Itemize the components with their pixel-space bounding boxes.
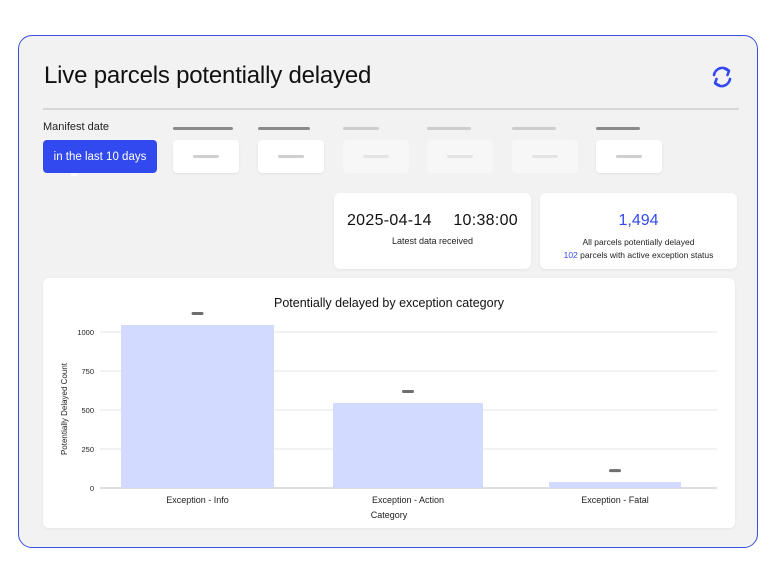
y-tick-label: 500 <box>81 406 94 415</box>
filter-placeholder-2[interactable] <box>258 127 324 173</box>
exception-category-bar-chart: Potentially delayed by exception categor… <box>60 296 717 520</box>
chart-title: Potentially delayed by exception categor… <box>274 296 505 310</box>
chart-ylabel: Potentially Delayed Count <box>60 362 69 455</box>
x-tick-label: Exception - Info <box>166 495 229 505</box>
refresh-icon[interactable] <box>707 62 737 92</box>
filter-label-placeholder <box>258 127 310 130</box>
y-tick-label: 750 <box>81 367 94 376</box>
filter-label-placeholder <box>427 127 471 130</box>
filter-placeholder-3[interactable] <box>343 127 409 173</box>
y-tick-label: 1000 <box>77 328 94 337</box>
header-divider <box>43 108 739 110</box>
y-tick-label: 250 <box>81 445 94 454</box>
filter-label-placeholder <box>512 127 556 130</box>
filter-placeholder-1[interactable] <box>173 127 239 173</box>
manifest-date-button[interactable]: in the last 10 days <box>43 140 157 176</box>
bar-3[interactable] <box>549 482 681 488</box>
bar-2[interactable] <box>333 402 483 488</box>
filter-placeholder-4[interactable] <box>427 127 493 173</box>
data-label-placeholder <box>191 311 204 315</box>
filter-box[interactable] <box>596 140 662 173</box>
filter-label-placeholder <box>596 127 640 130</box>
x-tick-label: Exception - Action <box>372 495 444 505</box>
chart-card: Potentially delayed by exception categor… <box>43 278 735 528</box>
filter-placeholder-6[interactable] <box>596 127 662 173</box>
delayed-total-value: 1,494 <box>618 212 659 229</box>
bar-1[interactable] <box>121 324 274 488</box>
latest-label: Latest data received <box>391 236 474 246</box>
dashboard-card: Live parcels potentially delayed Manifes… <box>18 35 758 548</box>
filter-box[interactable] <box>343 140 409 173</box>
filter-box[interactable] <box>173 140 239 173</box>
page-title: Live parcels potentially delayed <box>44 62 372 89</box>
filter-label-placeholder <box>343 127 379 130</box>
filter-placeholder-5[interactable] <box>512 127 578 173</box>
chart-xlabel: Category <box>371 510 408 520</box>
exception-count: 102 <box>563 250 578 260</box>
exception-status-line: 102 parcels with active exception status <box>540 250 737 260</box>
latest-data-card: 2025-04-14 10:38:00 Latest data received <box>334 193 531 269</box>
filter-box[interactable] <box>258 140 324 173</box>
delayed-total-card: 1,494 All parcels potentially delayed 10… <box>540 193 737 269</box>
manifest-date-label: Manifest date <box>43 121 110 133</box>
delayed-total-label: All parcels potentially delayed <box>582 237 695 247</box>
y-tick-label: 0 <box>90 484 94 493</box>
x-tick-label: Exception - Fatal <box>581 495 649 505</box>
data-label-placeholder <box>609 469 621 473</box>
data-label-placeholder <box>402 389 414 393</box>
filter-box[interactable] <box>427 140 493 173</box>
latest-timestamp: 2025-04-14 10:38:00 <box>346 212 518 229</box>
filter-label-placeholder <box>173 127 233 130</box>
exception-status-label: parcels with active exception status <box>580 250 714 260</box>
filter-box[interactable] <box>512 140 578 173</box>
